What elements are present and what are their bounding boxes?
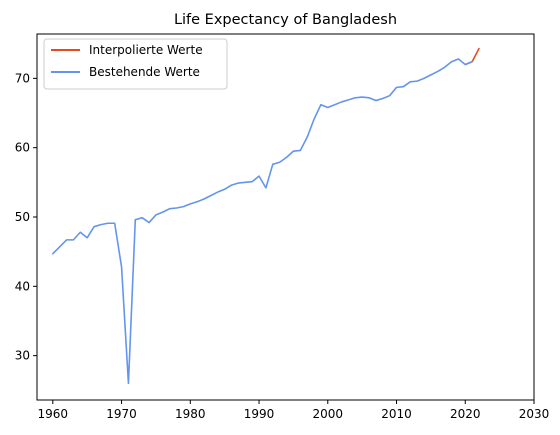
x-tick-label: 2010 — [381, 407, 412, 421]
chart-title: Life Expectancy of Bangladesh — [174, 12, 397, 28]
y-tick-label: 30 — [15, 349, 30, 363]
axis-layer: 1960 1970 1980 1990 2000 2010 2020 2030 30 40 50 60… — [15, 71, 550, 421]
series-layer — [52, 47, 480, 385]
x-tick-label: 2030 — [519, 407, 550, 421]
legend-box — [43, 38, 228, 90]
plot-area — [37, 34, 534, 400]
y-tick-label: 70 — [15, 71, 30, 85]
y-tick-label: 40 — [15, 279, 30, 293]
x-tick-label: 1980 — [175, 407, 206, 421]
x-tick-label: 1960 — [38, 407, 69, 421]
x-tick-label: 1990 — [244, 407, 275, 421]
plot-frame — [36, 33, 535, 401]
y-tick-label: 50 — [15, 210, 30, 224]
legend-label-0: Interpolierte Werte — [89, 43, 203, 57]
legend-label-1: Bestehende Werte — [89, 65, 200, 79]
x-tick-label: 2000 — [313, 407, 344, 421]
y-tick-label: 60 — [15, 141, 30, 155]
series-line-1 — [52, 58, 473, 385]
x-tick-label: 2020 — [450, 407, 481, 421]
legend: Interpolierte Werte Bestehende Werte — [43, 38, 228, 90]
x-tick-label: 1970 — [106, 407, 137, 421]
